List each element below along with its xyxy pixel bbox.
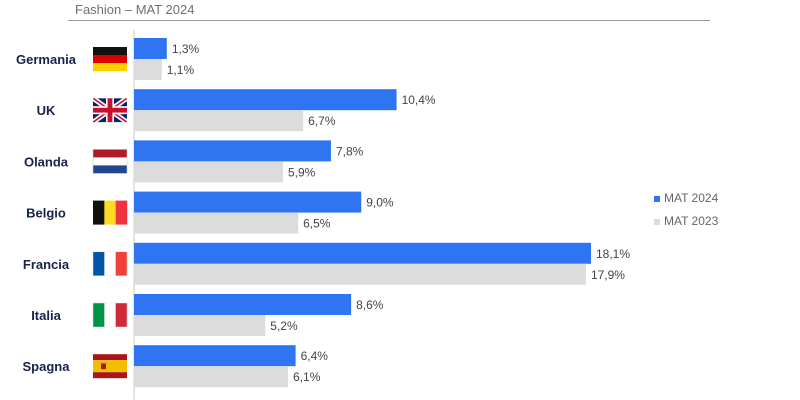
category-label-olanda: Olanda <box>24 154 69 169</box>
bar-italia-mat-2024 <box>134 294 352 315</box>
data-label-italia-mat-2024: 8,6% <box>356 298 384 312</box>
legend-swatch <box>654 196 660 202</box>
category-label-francia: Francia <box>23 257 70 272</box>
italy-flag-icon <box>92 302 128 328</box>
data-label-olanda-mat-2024: 7,8% <box>336 144 364 158</box>
legend: MAT 2024 MAT 2023 <box>654 191 719 228</box>
data-label-francia-mat-2023: 17,9% <box>591 268 625 282</box>
data-label-uk-mat-2024: 10,4% <box>402 93 436 107</box>
france-flag-icon <box>92 251 128 277</box>
data-label-belgio-mat-2023: 6,5% <box>303 217 331 231</box>
data-label-olanda-mat-2023: 5,9% <box>288 165 316 179</box>
legend-label: MAT 2024 <box>664 191 719 205</box>
bar-uk-mat-2023 <box>134 110 304 132</box>
header-rule <box>68 20 710 21</box>
category-label-belgio: Belgio <box>26 206 66 221</box>
bar-uk-mat-2024 <box>134 89 397 111</box>
category-label-spagna: Spagna <box>23 359 71 374</box>
chart-subtitle: Fashion – MAT 2024 <box>75 2 195 17</box>
data-label-germania-mat-2024: 1,3% <box>172 42 200 56</box>
data-label-uk-mat-2023: 6,7% <box>308 114 336 128</box>
bar-spagna-mat-2024 <box>134 345 296 367</box>
data-label-belgio-mat-2024: 9,0% <box>366 196 394 210</box>
bar-belgio-mat-2024 <box>134 191 362 213</box>
bar-spagna-mat-2023 <box>134 366 289 388</box>
germany-flag-icon <box>93 47 127 72</box>
category-label-italia: Italia <box>31 308 61 323</box>
category-label-germania: Germania <box>16 52 77 67</box>
legend-swatch <box>654 219 660 225</box>
bar-italia-mat-2023 <box>134 315 266 336</box>
spain-flag-icon <box>93 354 127 379</box>
data-label-spagna-mat-2023: 6,1% <box>293 370 321 384</box>
data-label-italia-mat-2023: 5,2% <box>270 319 298 333</box>
legend-label: MAT 2023 <box>664 214 719 228</box>
bar-germania-mat-2023 <box>134 59 162 80</box>
bar-olanda-mat-2024 <box>134 140 331 162</box>
category-label-uk: UK <box>37 103 56 118</box>
uk-flag-icon <box>93 98 127 123</box>
bar-francia-mat-2024 <box>134 242 591 264</box>
bar-francia-mat-2023 <box>134 263 586 285</box>
data-label-spagna-mat-2024: 6,4% <box>301 349 329 363</box>
belgium-flag-icon <box>93 200 128 225</box>
bar-germania-mat-2024 <box>134 38 167 59</box>
netherlands-flag-icon <box>92 149 128 174</box>
data-label-francia-mat-2024: 18,1% <box>596 247 630 261</box>
bar-belgio-mat-2023 <box>134 212 299 234</box>
bar-olanda-mat-2023 <box>134 161 283 183</box>
data-label-germania-mat-2023: 1,1% <box>167 63 195 77</box>
